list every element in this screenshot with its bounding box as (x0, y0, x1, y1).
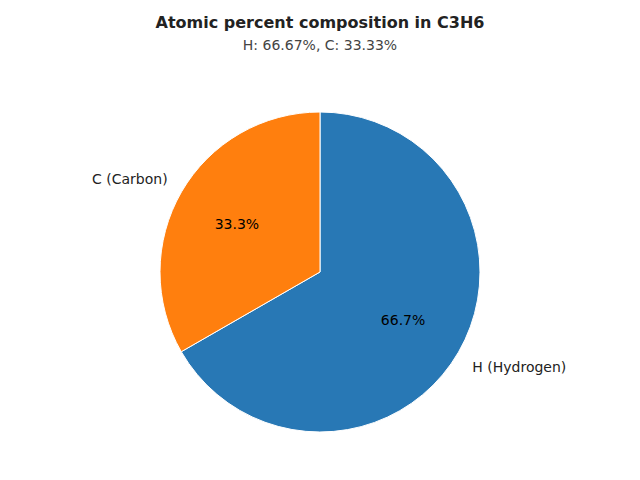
data-label: 33.3% (215, 216, 259, 232)
chart: Atomic percent composition in C3H6 H: 66.… (0, 0, 640, 480)
pie-slice (160, 112, 320, 352)
labels: H (Hydrogen) 66.7% C (Carbon) 33.3% (92, 171, 566, 375)
slice-label: H (Hydrogen) (472, 359, 566, 375)
data-label: 66.7% (381, 312, 425, 328)
title: Atomic percent composition in C3H6 (156, 13, 485, 32)
slice-label: C (Carbon) (92, 171, 168, 187)
subtitle: H: 66.67%, C: 33.33% (243, 37, 397, 53)
chart-container: Atomic percent composition in C3H6 H: 66.… (0, 0, 640, 480)
slices (160, 112, 480, 432)
